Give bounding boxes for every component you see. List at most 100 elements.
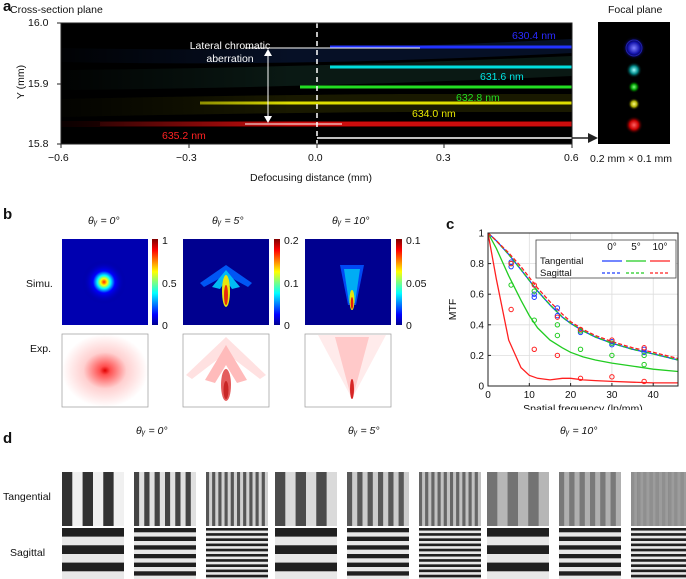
tangential-bar [431, 472, 435, 526]
tangential-bar [443, 472, 447, 526]
d-row-tangential: Tangential [3, 491, 51, 503]
sagittal-bar [206, 541, 268, 544]
mtf-marker [531, 346, 537, 352]
sagittal-bar [347, 558, 409, 563]
tangential-bar [357, 472, 363, 526]
x-tick-0-6: 0.6 [564, 152, 579, 164]
sagittal-bar [559, 575, 621, 579]
cross-section-title: Cross-section plane [10, 4, 103, 16]
sagittal-bar [631, 554, 686, 557]
sagittal-bar [206, 551, 268, 554]
sagittal-bar [347, 528, 409, 533]
sagittal-bar [62, 545, 124, 554]
tangential-bar [62, 472, 73, 526]
tangential-bar [643, 472, 647, 526]
panel-c-letter: c [446, 216, 455, 233]
wavelength-632-8: 632.8 nm [456, 92, 500, 104]
sagittal-bar [62, 554, 124, 563]
tangential-bar [224, 472, 228, 526]
sagittal-bar [631, 556, 686, 560]
mtf-marker [508, 306, 514, 313]
legend-col-2: 10° [652, 242, 667, 253]
mtf-marker [577, 375, 584, 382]
focal-plane-title: Focal plane [608, 4, 663, 16]
sagittal-bar [347, 567, 409, 572]
sagittal-bar [347, 549, 409, 554]
tangential-bar [264, 472, 268, 526]
mtf-curve-3 [487, 232, 679, 361]
tangential-bar [518, 472, 529, 526]
tangential-bar [258, 472, 262, 526]
x-tick-0-3: 0.3 [436, 152, 451, 164]
tangential-bar [683, 472, 686, 526]
tangential-bar [306, 472, 317, 526]
sagittal-bar [419, 533, 481, 536]
tangential-bar [453, 472, 457, 526]
sagittal-bar [206, 554, 268, 557]
wavelength-634-0: 634.0 nm [412, 108, 456, 120]
tangential-bar [398, 472, 404, 526]
tangential-bar [149, 472, 155, 526]
sagittal-bar [347, 571, 409, 576]
sagittal-bar [487, 571, 549, 579]
tangential-bar [665, 472, 669, 526]
tangential-bar [165, 472, 171, 526]
tangential-bar [677, 472, 681, 526]
wavelength-631-6: 631.6 nm [480, 71, 524, 83]
tangential-bar [206, 472, 210, 526]
tangential-bar [559, 472, 565, 526]
sagittal-bar [206, 538, 268, 541]
mtf-marker [508, 282, 514, 288]
sagittal-bar [487, 545, 549, 554]
tangential-bar [237, 472, 241, 526]
tangential-bar [93, 472, 104, 526]
sagittal-bar [206, 556, 268, 560]
colorbar-10deg [396, 239, 402, 325]
tangential-bar [658, 472, 662, 526]
y-tick-15-9: 15.9 [28, 78, 49, 90]
tangential-bar [285, 472, 296, 526]
tangential-bar [134, 472, 140, 526]
tangential-bar [249, 472, 253, 526]
sagittal-bar [559, 567, 621, 572]
sagittal-bar [206, 574, 268, 578]
sagittal-bar [419, 564, 481, 567]
sagittal-bar [206, 533, 268, 536]
cb10-min: 0 [406, 320, 412, 332]
y-tick-15-8: 15.8 [28, 138, 49, 150]
sagittal-bar [631, 530, 686, 534]
cb0-mid: 0.5 [162, 278, 177, 290]
sagittal-bar [134, 549, 196, 554]
sagittal-bar [631, 564, 686, 567]
sagittal-bar [419, 556, 481, 560]
sagittal-bar [559, 562, 621, 567]
mtf-marker [531, 294, 537, 300]
tangential-bar [378, 472, 384, 526]
focal-size-label: 0.2 mm × 0.1 mm [590, 153, 672, 165]
focal-arrow-head [588, 133, 598, 143]
sagittal-bar [134, 541, 196, 546]
annotation-line-1: Lateral chromatic [189, 40, 271, 52]
sagittal-bar [559, 545, 621, 550]
sagittal-bar [206, 577, 268, 579]
tangential-bar [372, 472, 378, 526]
mtf-marker [609, 337, 615, 343]
sagittal-bar [559, 528, 621, 533]
mtf-chart: 0 10 20 30 40 0 0.2 0.4 0.6 0.8 1 Spatial frequency… [447, 229, 679, 410]
sagittal-bar [631, 533, 686, 536]
colorbar-0deg [152, 239, 158, 325]
x-tick-label: 20 [565, 390, 577, 401]
sagittal-bar [206, 564, 268, 567]
tangential-bar [574, 472, 580, 526]
tangential-bar [655, 472, 659, 526]
tangential-bar [595, 472, 601, 526]
tangential-bar [459, 472, 463, 526]
mtf-marker [554, 332, 561, 339]
x-tick-label: 10 [524, 390, 536, 401]
y-tick-label: 0.8 [470, 259, 484, 270]
d-angle-10: θᵧ = 10° [560, 425, 598, 437]
tangential-bar [419, 472, 423, 526]
sagittal-bar [347, 532, 409, 537]
row-label-simu: Simu. [26, 278, 53, 290]
sagittal-bar [419, 554, 481, 557]
